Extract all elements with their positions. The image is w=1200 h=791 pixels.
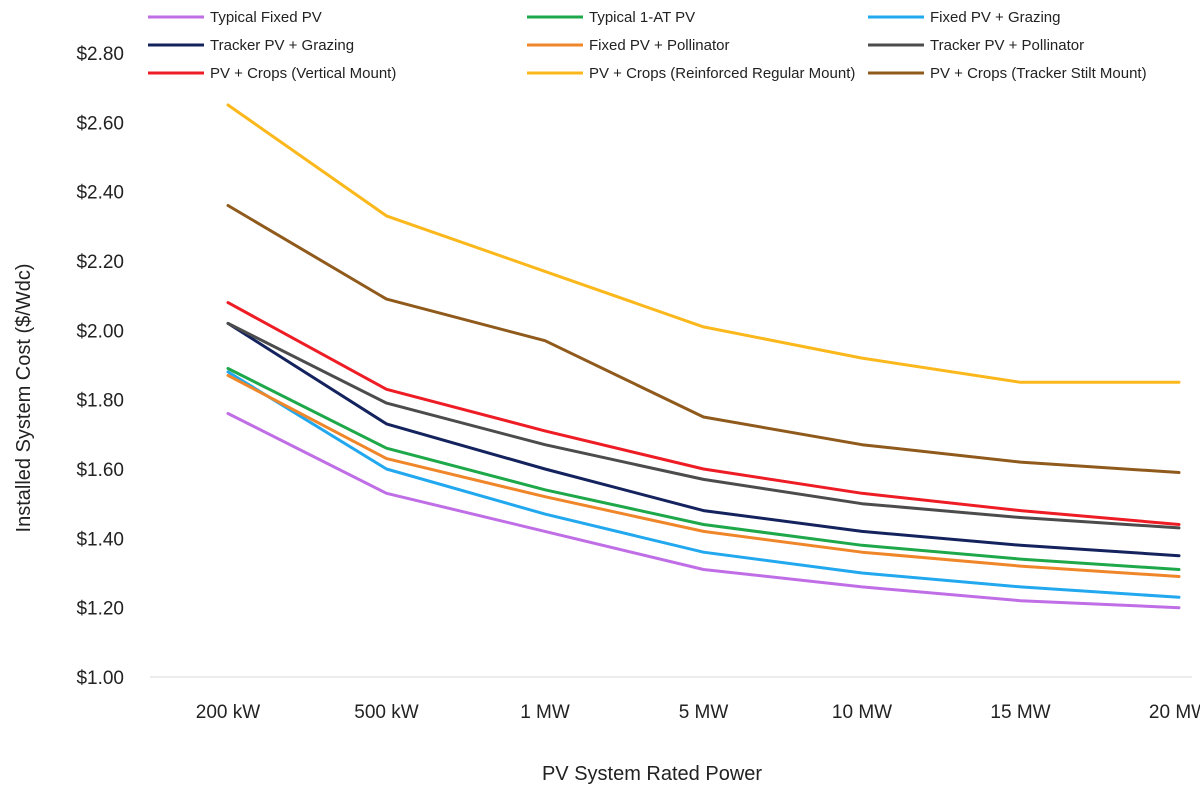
y-tick-label: $1.00 xyxy=(76,668,124,689)
series-line xyxy=(226,301,1181,526)
series-line xyxy=(226,204,1181,474)
series-line xyxy=(226,321,1181,530)
series-line xyxy=(226,370,1181,599)
legend-label: Tracker PV + Pollinator xyxy=(930,37,1084,54)
series-line xyxy=(226,373,1181,578)
series-line xyxy=(226,321,1181,558)
legend-label: Fixed PV + Grazing xyxy=(930,9,1060,26)
y-tick-label: $1.80 xyxy=(76,391,124,412)
x-tick-label: 10 MW xyxy=(832,702,892,723)
series-line xyxy=(226,412,1181,610)
series-line xyxy=(226,367,1181,571)
x-tick-label: 1 MW xyxy=(520,702,570,723)
x-tick-label: 5 MW xyxy=(679,702,729,723)
legend-label: Typical Fixed PV xyxy=(210,9,322,26)
y-tick-label: $2.00 xyxy=(76,321,124,342)
legend-label: Typical 1-AT PV xyxy=(589,9,695,26)
series-lines xyxy=(226,103,1181,610)
legend-label: Tracker PV + Grazing xyxy=(210,37,354,54)
y-tick-label: $2.80 xyxy=(76,44,124,65)
y-tick-label: $2.40 xyxy=(76,183,124,204)
legend-label: PV + Crops (Reinforced Regular Mount) xyxy=(589,65,855,82)
x-axis-title: PV System Rated Power xyxy=(542,763,762,785)
y-axis-title: Installed System Cost ($/Wdc) xyxy=(13,264,35,533)
x-tick-label: 200 kW xyxy=(196,702,260,723)
legend-label: PV + Crops (Vertical Mount) xyxy=(210,65,396,82)
y-tick-label: $2.20 xyxy=(76,252,124,273)
x-tick-label: 20 MW xyxy=(1149,702,1200,723)
y-tick-label: $1.40 xyxy=(76,529,124,550)
y-tick-label: $1.60 xyxy=(76,460,124,481)
series-line xyxy=(226,103,1181,384)
y-tick-label: $2.60 xyxy=(76,113,124,134)
x-tick-label: 500 kW xyxy=(354,702,418,723)
y-tick-label: $1.20 xyxy=(76,599,124,620)
legend-label: Fixed PV + Pollinator xyxy=(589,37,730,54)
x-axis-ticks: 200 kW 500 kW 1 MW 5 MW 10 MW 15 MW 20 MW xyxy=(196,702,1200,723)
x-tick-label: 15 MW xyxy=(990,702,1050,723)
legend: Typical Fixed PV Typical 1-AT PV Fixed PV … xyxy=(148,9,1147,82)
y-axis-ticks: $1.00 $1.20 $1.40 $1.60 $1.80 $2.00 $2.20 $2.40… xyxy=(76,44,124,689)
legend-label: PV + Crops (Tracker Stilt Mount) xyxy=(930,65,1147,82)
